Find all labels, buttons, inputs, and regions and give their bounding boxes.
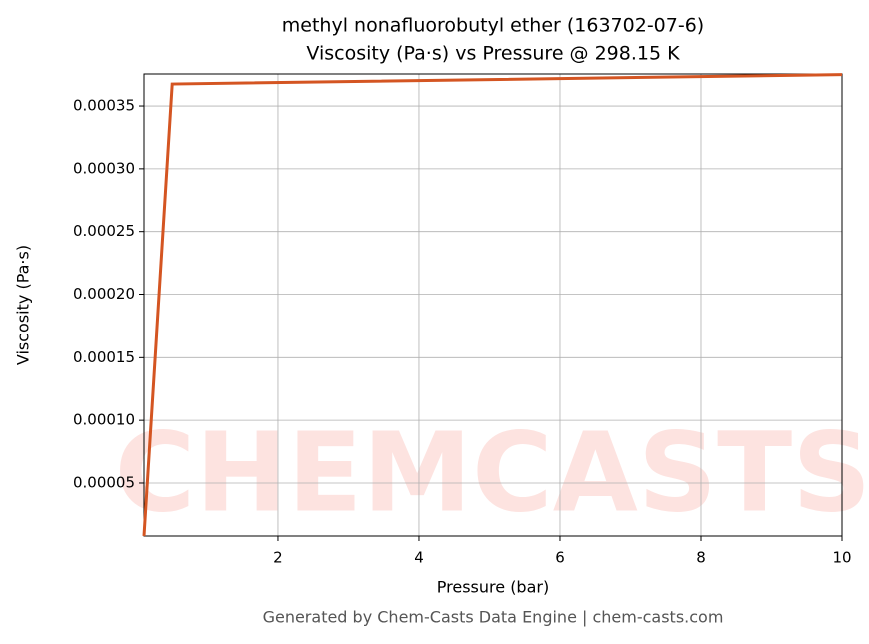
x-tick-label: 2 <box>273 549 283 567</box>
data-line <box>142 73 843 537</box>
x-tick-label: 4 <box>414 549 424 567</box>
chart-title: methyl nonafluorobutyl ether (163702-07-… <box>282 15 704 37</box>
plot-frame <box>143 73 843 537</box>
y-tick-label: 0.00020 <box>73 285 135 303</box>
x-tick-label: 6 <box>555 549 565 567</box>
y-tick-label: 0.00025 <box>73 222 135 240</box>
watermark: CHEMCASTS <box>115 408 869 536</box>
y-tick-label: 0.00015 <box>73 348 135 366</box>
chart-subtitle: Viscosity (Pa·s) vs Pressure @ 298.15 K <box>306 43 680 65</box>
x-tick-label: 10 <box>832 549 851 567</box>
y-tick-label: 0.00035 <box>73 97 135 115</box>
y-tick-label: 0.00030 <box>73 159 135 177</box>
y-tick-label: 0.00005 <box>73 473 135 491</box>
y-axis-label: Viscosity (Pa·s) <box>14 245 33 365</box>
x-tick-label: 8 <box>696 549 706 567</box>
x-axis-label: Pressure (bar) <box>437 578 549 597</box>
footer: Generated by Chem-Casts Data Engine | ch… <box>263 608 724 627</box>
y-tick-label: 0.00010 <box>73 411 135 429</box>
